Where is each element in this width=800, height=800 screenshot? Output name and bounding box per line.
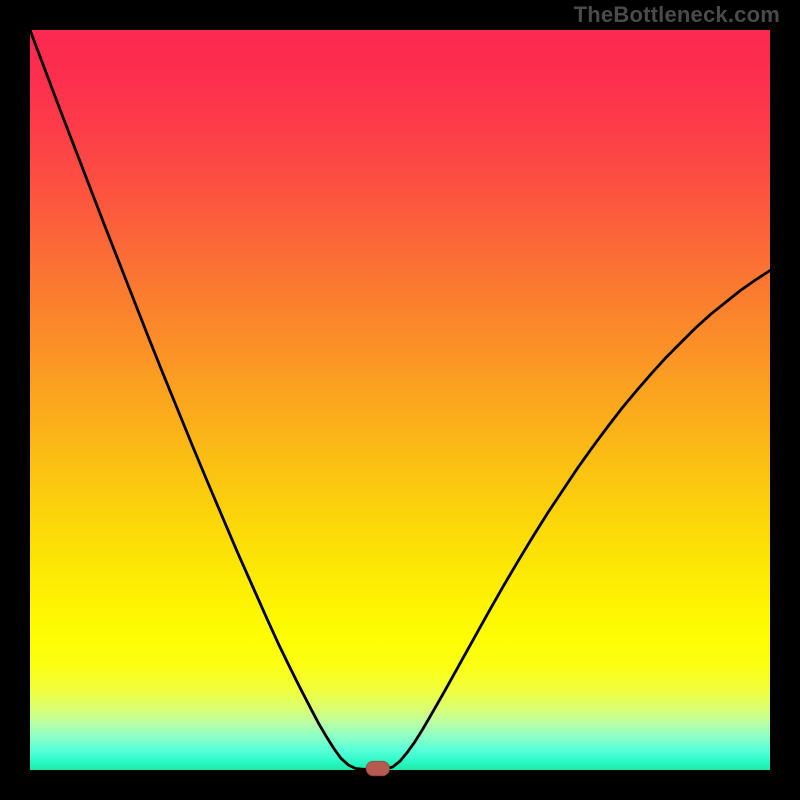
bottleneck-curve-chart bbox=[0, 0, 800, 800]
optimal-marker bbox=[366, 761, 390, 776]
page-root: TheBottleneck.com bbox=[0, 0, 800, 800]
plot-background bbox=[30, 30, 770, 770]
plot-area bbox=[30, 30, 770, 776]
